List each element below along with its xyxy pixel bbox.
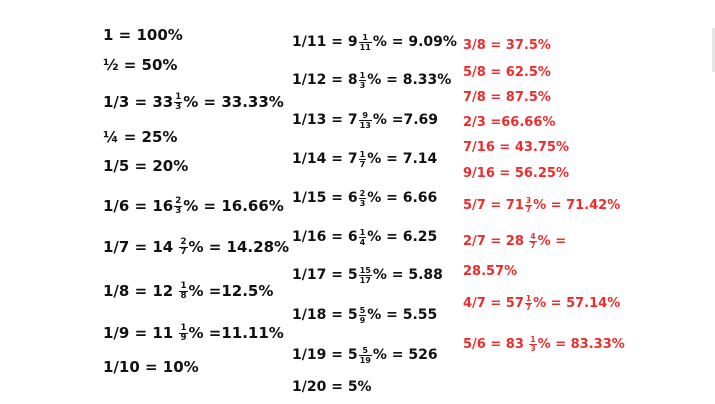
conversion-entry: 2/7 = 28 4 7% = bbox=[463, 232, 567, 250]
conversion-entry: 28.57% bbox=[463, 264, 518, 279]
fraction: 1 11 bbox=[358, 32, 372, 52]
conversion-entry: 1/17 = 5 15 17% = 5.88 bbox=[292, 265, 443, 285]
conversion-entry: 1/7 = 14 2 7% = 14.28% bbox=[103, 237, 290, 258]
conversion-entry: 1/10 = 10% bbox=[103, 358, 199, 376]
conversion-entry: 1/12 = 8 1 3% = 8.33% bbox=[292, 70, 452, 90]
conversion-entry: 1/20 = 5% bbox=[292, 379, 372, 395]
conversion-entry: 1/6 = 16 2 3% = 16.66% bbox=[103, 196, 284, 217]
conversion-entry: 1/14 = 7 1 7% = 7.14 bbox=[292, 149, 438, 169]
conversion-entry: 1/18 = 5 5 9% = 5.55 bbox=[292, 305, 438, 325]
conversion-entry: 1/3 = 33 1 3% = 33.33% bbox=[103, 92, 284, 113]
conversion-entry: 5/8 = 62.5% bbox=[463, 65, 551, 80]
fraction: 9 13 bbox=[358, 110, 372, 130]
conversion-entry: 1 = 100% bbox=[103, 26, 183, 44]
conversion-entry: 2/3 =66.66% bbox=[463, 115, 556, 130]
conversion-entry: 1/16 = 6 1 4% = 6.25 bbox=[292, 227, 438, 247]
conversion-entry: ¼ = 25% bbox=[103, 128, 178, 146]
conversion-entry: 5/6 = 83 1 3% = 83.33% bbox=[463, 335, 625, 353]
conversion-entry: 1/8 = 12 1 8% =12.5% bbox=[103, 281, 274, 302]
conversion-entry: 4/7 = 57 1 7% = 57.14% bbox=[463, 294, 621, 312]
fraction: 15 17 bbox=[358, 265, 372, 285]
conversion-entry: 1/11 = 9 1 11% = 9.09% bbox=[292, 32, 457, 52]
conversion-entry: 3/8 = 37.5% bbox=[463, 38, 551, 53]
conversion-entry: 1/15 = 6 2 3% = 6.66 bbox=[292, 188, 438, 208]
conversion-entry: 1/5 = 20% bbox=[103, 157, 189, 175]
conversion-entry: 7/16 = 43.75% bbox=[463, 140, 569, 155]
conversion-entry: ½ = 50% bbox=[103, 56, 178, 74]
conversion-entry: 1/9 = 11 1 9% =11.11% bbox=[103, 323, 284, 344]
conversion-entry: 1/13 = 7 9 13% =7.69 bbox=[292, 110, 439, 130]
fraction: 5 19 bbox=[358, 345, 372, 365]
conversion-entry: 1/19 = 5 5 19% = 526 bbox=[292, 345, 438, 365]
conversion-entry: 5/7 = 71 3 7% = 71.42% bbox=[463, 196, 621, 214]
conversion-entry: 9/16 = 56.25% bbox=[463, 166, 569, 181]
conversion-entry: 7/8 = 87.5% bbox=[463, 90, 551, 105]
page-edge-divider bbox=[712, 28, 715, 72]
